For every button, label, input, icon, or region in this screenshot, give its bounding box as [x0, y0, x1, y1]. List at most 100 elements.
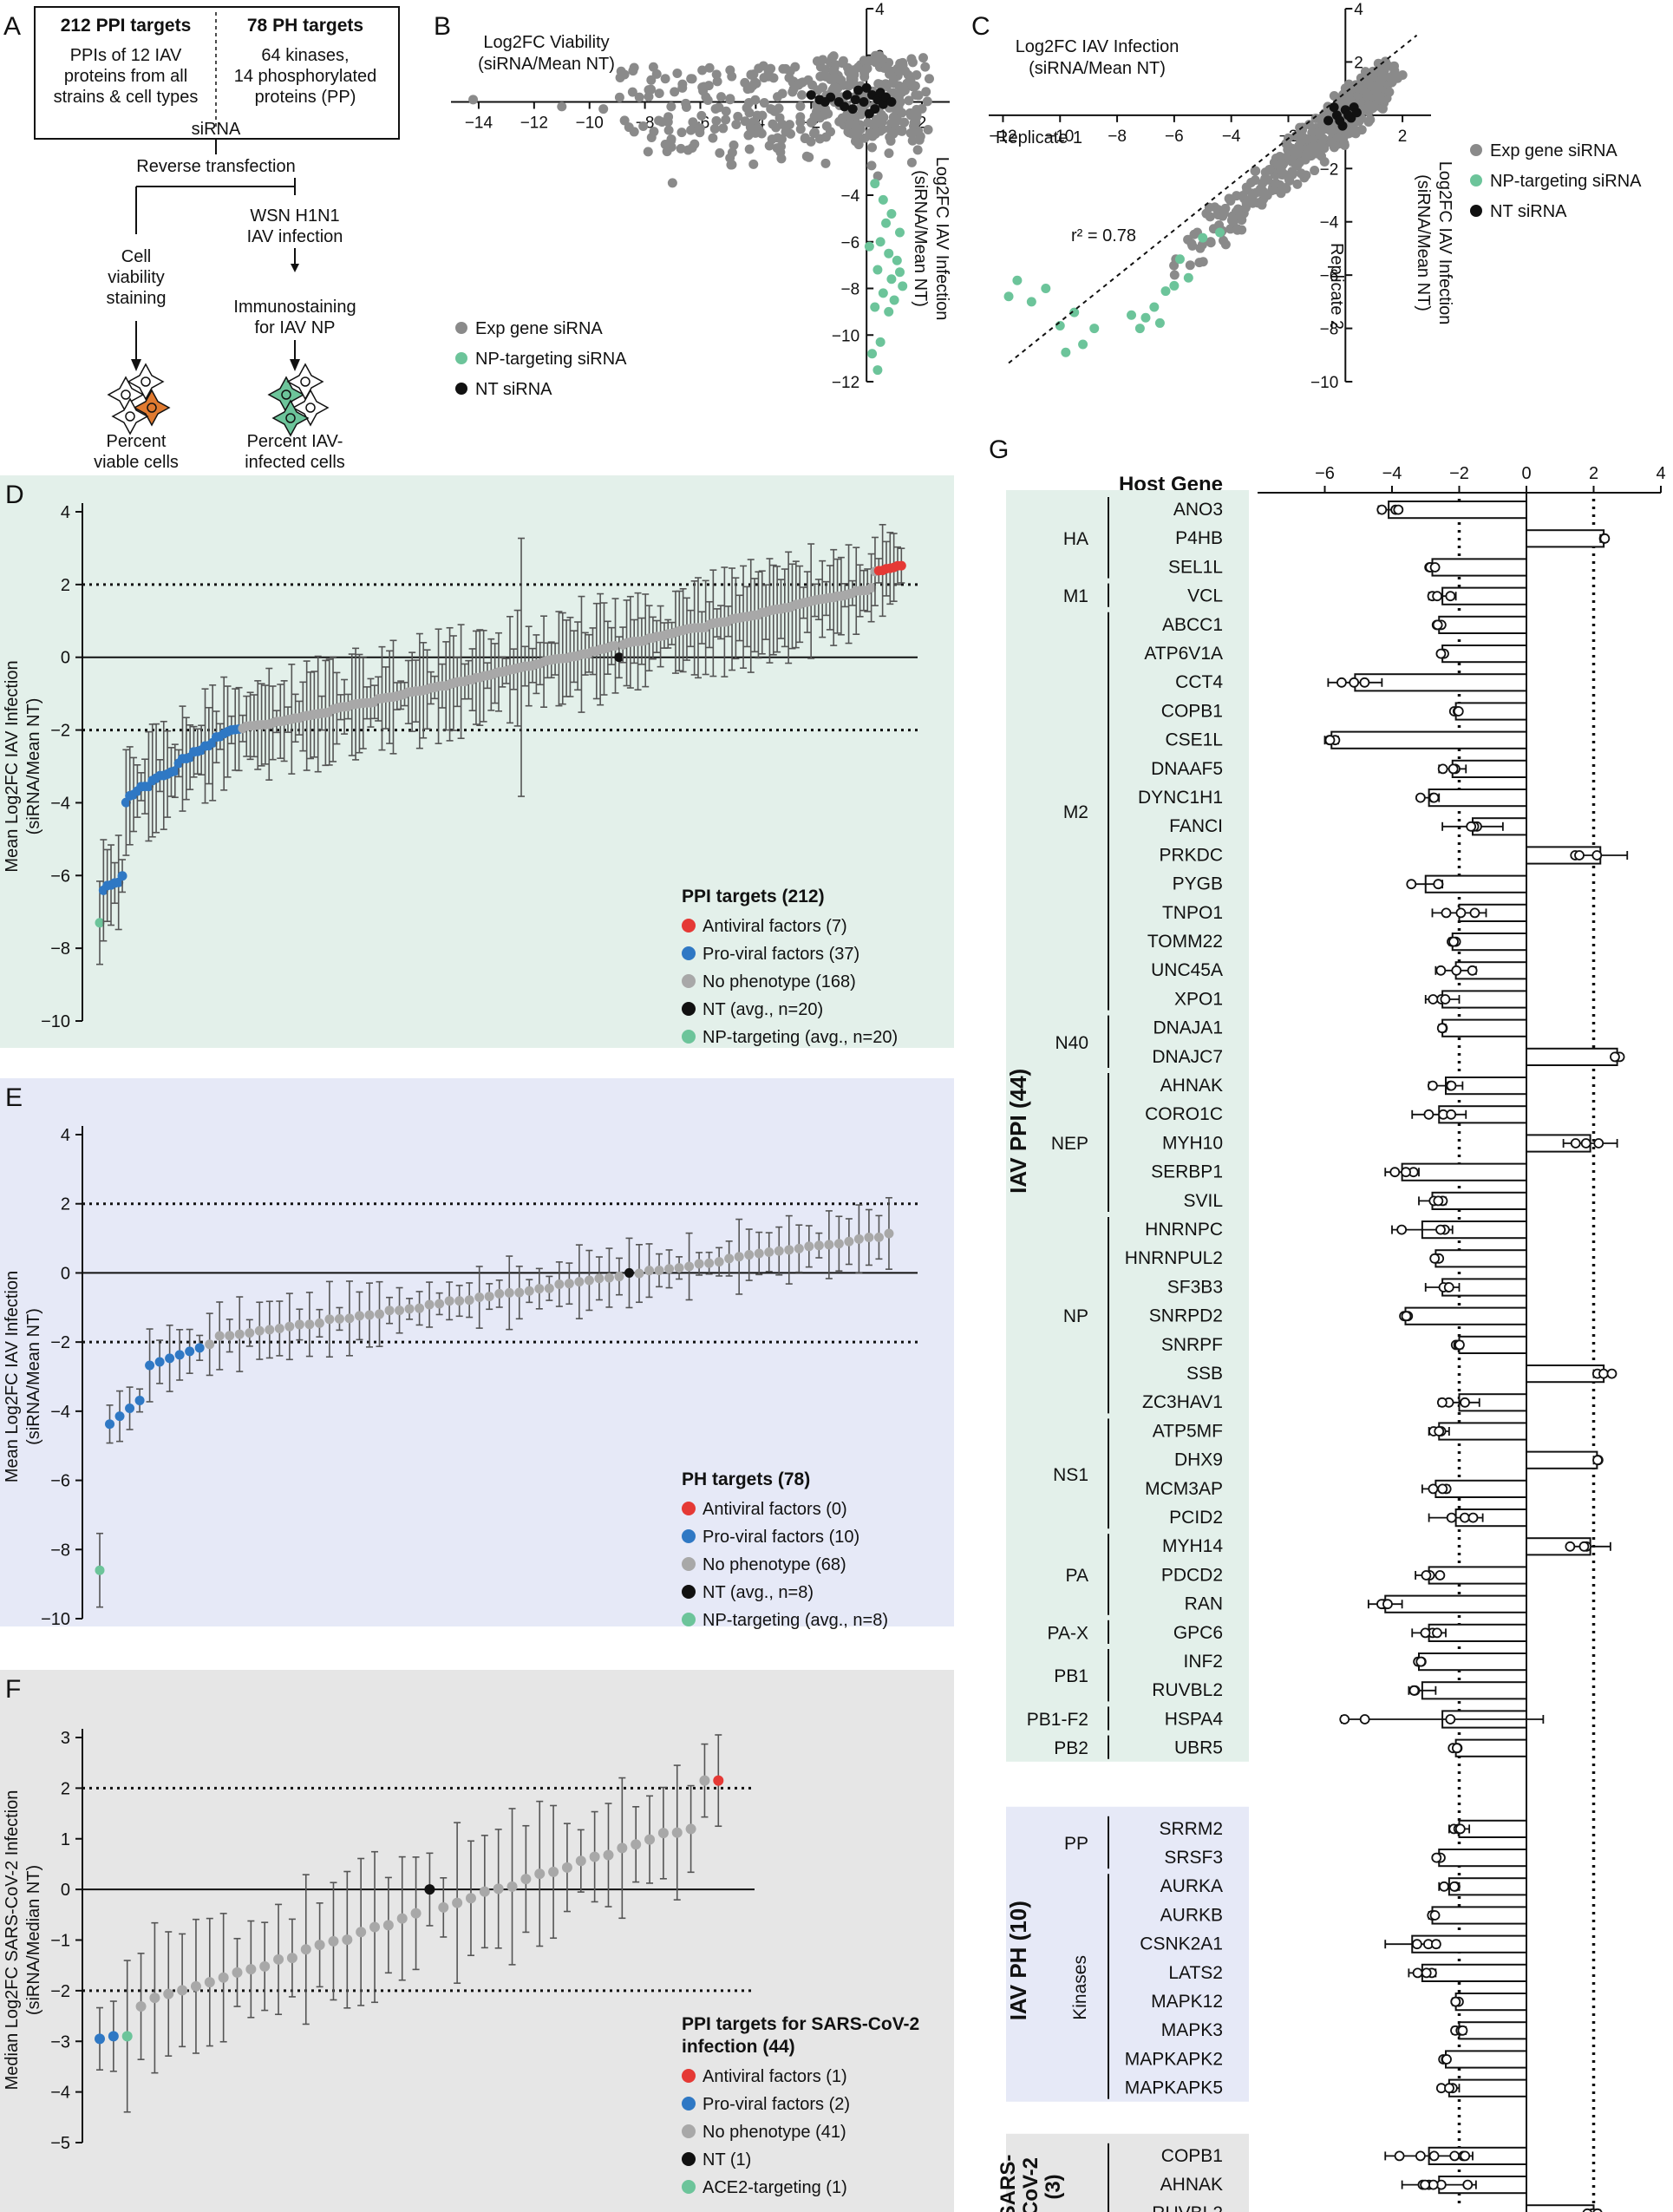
no-phenotype-point	[699, 1775, 710, 1786]
exp-point	[1228, 217, 1238, 227]
subgroup-label: PP	[1064, 1834, 1088, 1854]
replicate-point	[1434, 1426, 1445, 1436]
exp-point	[1381, 59, 1391, 69]
bar	[1526, 529, 1605, 548]
y-tick-label: −6	[50, 867, 70, 886]
no-phenotype-point	[356, 1927, 367, 1938]
gene-label: DNAJA1	[1153, 1018, 1223, 1038]
replicate-point	[1460, 1512, 1470, 1523]
no-phenotype-point	[284, 1321, 295, 1332]
no-phenotype-point	[524, 1286, 534, 1296]
replicate-point	[1469, 907, 1480, 919]
group-ppi-bg	[1006, 490, 1249, 1762]
exp-point	[731, 119, 742, 129]
replicate-point	[1433, 879, 1444, 890]
exp-point	[767, 134, 777, 144]
gene-label: SNRPF	[1161, 1335, 1223, 1355]
legend-marker	[682, 1529, 696, 1543]
no-phenotype-point	[234, 1329, 245, 1339]
y-tick-label: −1	[50, 1932, 70, 1951]
y-tick-label: −6	[840, 234, 859, 252]
exp-point	[644, 91, 654, 101]
no-phenotype-point	[534, 1284, 545, 1294]
no-phenotype-point	[644, 1834, 656, 1845]
no-phenotype-point	[873, 1232, 884, 1242]
legend-label: Pro-viral factors (10)	[703, 1528, 859, 1547]
regression-line	[1008, 34, 1418, 364]
y-tick-label: −8	[50, 939, 70, 959]
cell-icon	[286, 363, 324, 401]
y-tick-label: 3	[61, 1729, 70, 1748]
y-tick-label: 2	[61, 1779, 70, 1798]
replicate-point	[1408, 1685, 1420, 1696]
nucleus-icon	[121, 389, 131, 400]
exp-point	[646, 84, 657, 95]
replicate-point	[1445, 1714, 1456, 1724]
replicate-point	[1454, 1823, 1466, 1835]
no-phenotype-point	[415, 1303, 425, 1313]
exp-point	[843, 80, 853, 90]
nucleus-icon	[281, 389, 291, 400]
legend-marker	[682, 2097, 696, 2111]
bar	[1384, 1594, 1527, 1613]
exp-point	[676, 143, 686, 154]
exp-point	[859, 56, 869, 66]
replicate-point	[1460, 1397, 1470, 1408]
y-axis-title: Log2FC IAV Infection	[932, 157, 951, 321]
gene-label: PDCD2	[1161, 1565, 1223, 1585]
legend-label: ACE2-targeting (1)	[703, 2178, 847, 2197]
arrow-head	[291, 264, 299, 272]
gene-label: XPO1	[1174, 989, 1223, 1009]
y-tick-label: −4	[50, 2084, 70, 2103]
exp-point	[1304, 120, 1314, 130]
exp-point	[924, 74, 934, 84]
x-tick-label: −8	[1108, 128, 1127, 146]
legend-marker	[682, 1502, 696, 1515]
no-phenotype-point	[864, 1232, 874, 1242]
no-phenotype-point	[833, 1239, 844, 1249]
legend-marker	[682, 1585, 696, 1599]
bar	[1451, 933, 1527, 952]
replicate-point	[1401, 1311, 1412, 1322]
exp-point	[1292, 179, 1303, 189]
np-point	[886, 209, 897, 219]
no-phenotype-point	[225, 1331, 235, 1341]
gene-label: DYNC1H1	[1138, 788, 1223, 808]
no-phenotype-point	[424, 1299, 435, 1310]
legend-label: Antiviral factors (7)	[703, 917, 847, 936]
immuno-label: for IAV NP	[255, 318, 336, 337]
bar	[1448, 1877, 1527, 1896]
subgroup-label: NS1	[1053, 1465, 1088, 1485]
exp-point	[795, 101, 806, 111]
replicate-point	[1455, 907, 1467, 919]
cell-icon	[127, 363, 165, 401]
group-sars-bg	[1006, 2133, 1249, 2212]
legend-marker	[682, 1030, 696, 1044]
nt-point	[861, 82, 872, 93]
replicate-point	[1444, 2083, 1454, 2094]
no-phenotype-point	[484, 1292, 494, 1302]
gene-label: SRRM2	[1159, 1819, 1223, 1839]
np-point	[878, 194, 888, 205]
exp-point	[704, 62, 715, 73]
exp-point	[775, 147, 786, 158]
no-phenotype-point	[704, 1258, 715, 1268]
no-phenotype-point	[654, 1265, 664, 1275]
exp-point	[787, 87, 798, 97]
exp-point	[754, 125, 764, 135]
exp-point	[847, 110, 858, 121]
no-phenotype-point	[375, 1309, 385, 1319]
exp-point	[696, 110, 707, 121]
exp-point	[879, 112, 889, 122]
no-phenotype-point	[404, 1304, 415, 1314]
y-axis-title: Median Log2FC SARS-CoV-2 Infection	[3, 1790, 22, 2091]
ph-desc: proteins (PP)	[255, 88, 356, 107]
nt-point	[850, 95, 860, 105]
gene-label: UNC45A	[1151, 960, 1223, 980]
np-point	[884, 306, 894, 317]
bar	[1526, 1450, 1598, 1469]
bar	[1431, 1906, 1527, 1925]
gene-label: AURKA	[1160, 1876, 1223, 1896]
subgroup-label: M1	[1063, 586, 1088, 606]
proviral-point	[125, 1404, 135, 1414]
